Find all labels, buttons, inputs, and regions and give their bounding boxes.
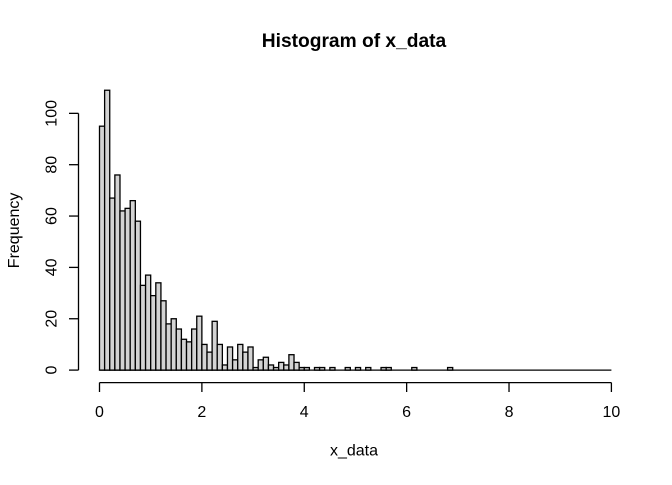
svg-text:2: 2: [197, 404, 206, 421]
svg-text:100: 100: [44, 100, 61, 127]
svg-text:20: 20: [44, 310, 61, 328]
svg-text:10: 10: [603, 404, 621, 421]
svg-text:60: 60: [44, 207, 61, 225]
svg-text:8: 8: [505, 404, 514, 421]
svg-text:80: 80: [44, 156, 61, 174]
svg-text:4: 4: [300, 404, 309, 421]
svg-text:Frequency: Frequency: [6, 193, 23, 269]
svg-text:0: 0: [95, 404, 104, 421]
svg-text:Histogram of x_data: Histogram of x_data: [262, 31, 447, 52]
svg-text:40: 40: [44, 258, 61, 276]
svg-text:6: 6: [402, 404, 411, 421]
svg-text:x_data: x_data: [330, 442, 378, 459]
svg-text:0: 0: [44, 366, 61, 375]
